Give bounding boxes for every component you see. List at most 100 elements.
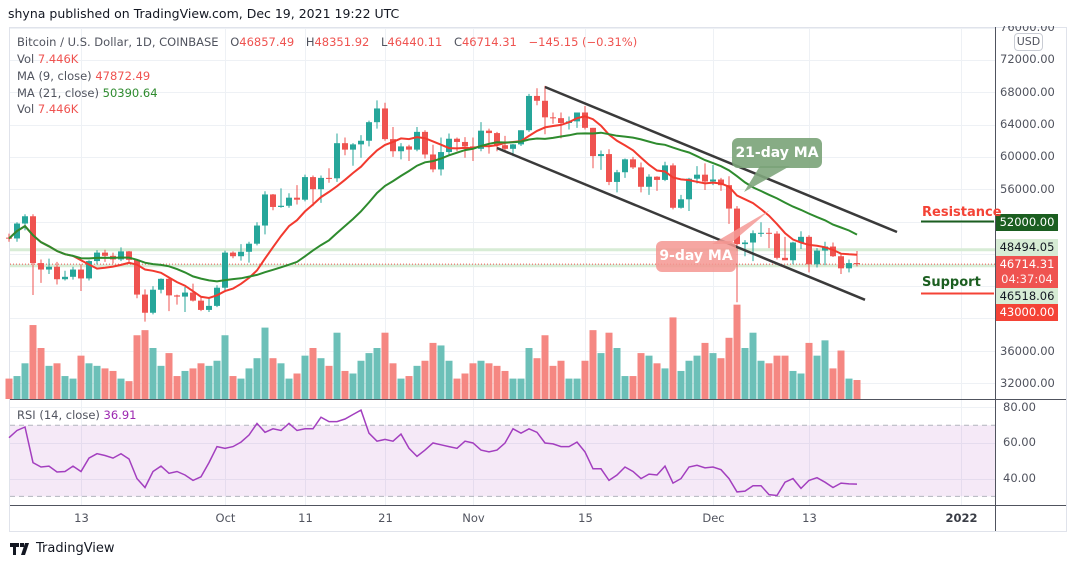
candle-body bbox=[78, 269, 84, 279]
time-tick-label: 21 bbox=[378, 511, 393, 525]
support-annotation: Support bbox=[922, 275, 981, 290]
volume-bar bbox=[781, 355, 789, 399]
rsi-legend[interactable]: RSI (14, close) 36.91 bbox=[17, 408, 136, 422]
candle-body bbox=[102, 252, 108, 256]
volume2-legend[interactable]: Vol 7.446K bbox=[17, 102, 78, 116]
trendlines[interactable] bbox=[496, 85, 898, 301]
candle-body bbox=[350, 144, 356, 150]
candle-body bbox=[46, 266, 52, 270]
candle-body bbox=[478, 130, 484, 149]
volume-bar bbox=[701, 342, 709, 399]
volume-bar bbox=[13, 376, 21, 399]
candle-body bbox=[718, 179, 724, 186]
resistance-price-label: 52000.00 bbox=[996, 214, 1058, 231]
volume-bar bbox=[125, 381, 133, 399]
volume-bar bbox=[669, 317, 677, 399]
volume-bar bbox=[21, 363, 29, 399]
volume-bar bbox=[69, 378, 77, 399]
candle-body bbox=[686, 178, 692, 200]
candle-body bbox=[318, 177, 324, 190]
volume-bar bbox=[349, 373, 357, 399]
candle-body bbox=[422, 131, 428, 155]
candle-body bbox=[302, 177, 308, 200]
candle-body bbox=[358, 140, 364, 145]
candle-body bbox=[454, 138, 460, 142]
candle-body bbox=[342, 143, 348, 150]
candle-body bbox=[22, 216, 28, 224]
volume-bar bbox=[693, 355, 701, 399]
candle-body bbox=[246, 243, 252, 252]
candle-body bbox=[502, 145, 508, 149]
resistance-annotation: Resistance bbox=[922, 205, 1002, 220]
candle-body bbox=[510, 144, 516, 149]
close-value: 46714.31 bbox=[461, 35, 517, 49]
volume-bar bbox=[837, 350, 845, 399]
candle-body bbox=[494, 133, 500, 146]
candle-body bbox=[254, 225, 260, 244]
volume-bar bbox=[85, 363, 93, 399]
volume-bar bbox=[237, 378, 245, 399]
volume-bar bbox=[685, 360, 693, 399]
ma21-callout[interactable]: 21-day MA bbox=[732, 138, 822, 168]
price-tick: 76000.00 bbox=[1000, 20, 1055, 34]
currency-button[interactable]: USD bbox=[1014, 33, 1043, 51]
volume-bar bbox=[797, 373, 805, 399]
volume-bar bbox=[813, 355, 821, 399]
time-tick-label: Dec bbox=[702, 511, 725, 525]
volume-bar bbox=[197, 363, 205, 399]
volume-bar bbox=[525, 348, 533, 399]
volume-bar bbox=[309, 348, 317, 399]
channel-trendline bbox=[544, 85, 898, 234]
ma9-callout-tail bbox=[712, 210, 770, 244]
publish-info: shyna published on TradingView.com, Dec … bbox=[8, 6, 400, 21]
low-value: 46440.11 bbox=[387, 35, 443, 49]
volume-bar bbox=[253, 358, 261, 399]
candle-body bbox=[230, 252, 236, 257]
candle-body bbox=[70, 269, 76, 277]
volume-bar bbox=[109, 370, 117, 399]
candle-body bbox=[310, 177, 316, 190]
candle-body bbox=[214, 287, 220, 306]
volume-bar bbox=[101, 368, 109, 399]
bar-countdown: 04:37:04 bbox=[1001, 272, 1053, 286]
volume-bar bbox=[437, 345, 445, 399]
rsi-label: RSI (14, close) bbox=[17, 408, 100, 422]
volume-bar bbox=[549, 365, 557, 399]
volume-bar bbox=[741, 348, 749, 399]
rsi-pane bbox=[8, 409, 995, 497]
ma9-callout[interactable]: 9-day MA bbox=[656, 241, 736, 272]
candle-body bbox=[30, 216, 36, 264]
candle-body bbox=[750, 233, 756, 243]
candle-body bbox=[94, 252, 100, 262]
band-low-price-label: 46518.06 bbox=[996, 288, 1058, 305]
volume-bar bbox=[45, 365, 53, 399]
candle-body bbox=[742, 242, 748, 245]
high-label: H bbox=[305, 35, 315, 49]
vol2-label: Vol bbox=[17, 102, 35, 116]
volume-bar bbox=[181, 370, 189, 399]
symbol-name[interactable]: Bitcoin / U.S. Dollar, 1D, COINBASE bbox=[17, 35, 219, 49]
candle-body bbox=[518, 130, 524, 145]
volume-bar bbox=[117, 378, 125, 399]
candle-body bbox=[462, 141, 468, 147]
change-value: −145.15 (−0.31%) bbox=[528, 35, 638, 49]
volume-bar bbox=[493, 365, 501, 399]
ma21-legend[interactable]: MA (21, close) 50390.64 bbox=[17, 86, 158, 100]
candle-body bbox=[614, 172, 620, 182]
volume-bar bbox=[93, 365, 101, 399]
time-tick-label: 11 bbox=[298, 511, 313, 525]
candle-body bbox=[286, 197, 292, 206]
candle-body bbox=[838, 256, 844, 269]
candle-body bbox=[606, 154, 612, 182]
ma9-legend[interactable]: MA (9, close) 47872.49 bbox=[17, 69, 150, 83]
candle-body bbox=[134, 259, 140, 295]
volume-bar bbox=[381, 332, 389, 399]
candle-body bbox=[398, 146, 404, 152]
volume-bars bbox=[5, 304, 861, 399]
candle-body bbox=[846, 263, 852, 269]
ma9-line bbox=[8, 115, 858, 300]
tradingview-logo[interactable]: TradingView bbox=[10, 541, 115, 556]
candle-body bbox=[646, 176, 652, 187]
volume-legend[interactable]: Vol 7.446K bbox=[17, 52, 78, 66]
